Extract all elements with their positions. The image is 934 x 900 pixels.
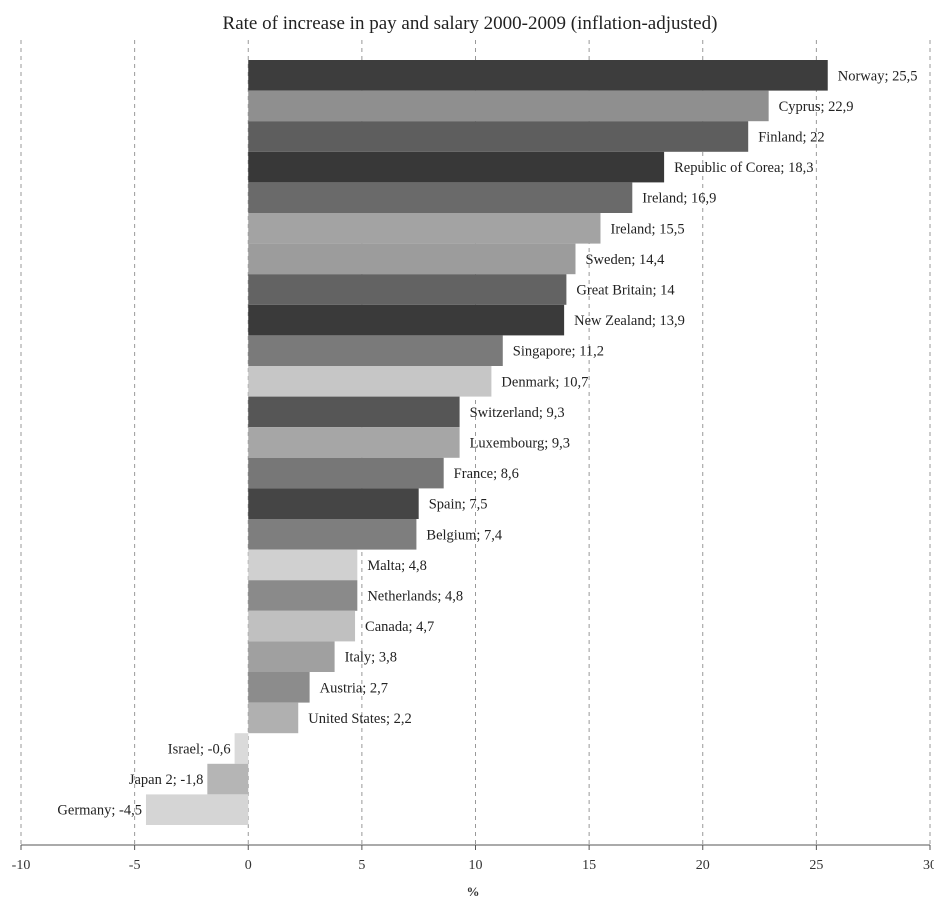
tick-label: 5 xyxy=(358,858,365,873)
bar-label: United States; 2,2 xyxy=(308,711,412,727)
bar xyxy=(248,457,444,489)
x-axis-ticks: -10 -5 0 5 10 15 20 25 30 xyxy=(12,845,934,873)
bar xyxy=(248,182,633,213)
bar xyxy=(248,519,417,550)
bar xyxy=(248,580,358,611)
bar-label: France; 8,6 xyxy=(454,466,519,482)
bar-label: Denmark; 10,7 xyxy=(501,374,588,390)
bar xyxy=(248,60,828,91)
bars xyxy=(145,60,828,825)
bar xyxy=(248,304,565,336)
bar xyxy=(248,151,665,183)
bar xyxy=(145,794,249,825)
bar-label: Italy; 3,8 xyxy=(345,650,397,666)
bar xyxy=(248,121,749,152)
bar xyxy=(248,213,601,244)
bar-label: Malta; 4,8 xyxy=(367,558,427,574)
bar xyxy=(234,733,249,764)
bar xyxy=(248,396,460,428)
x-axis-title: % xyxy=(467,884,480,899)
bar xyxy=(248,243,576,275)
bar-label: Switzerland; 9,3 xyxy=(470,405,565,421)
bar-label: New Zealand; 13,9 xyxy=(574,313,685,329)
tick-label: 15 xyxy=(582,858,596,873)
bar-label: Republic of Corea; 18,3 xyxy=(674,160,813,176)
bar-label: Ireland; 16,9 xyxy=(642,191,716,207)
bar xyxy=(248,672,310,703)
bar-label: Finland; 22 xyxy=(758,130,824,146)
bar xyxy=(248,702,299,734)
bar-labels: Norway; 25,5 Cyprus; 22,9 Finland; 22 Repub… xyxy=(57,68,917,818)
bar-label: Sweden; 14,4 xyxy=(585,252,665,268)
tick-label: -10 xyxy=(12,858,31,873)
chart-title: Rate of increase in pay and salary 2000-… xyxy=(223,13,718,34)
bar xyxy=(248,366,492,397)
tick-label: 30 xyxy=(923,858,934,873)
bar-label: Israel; -0,6 xyxy=(168,742,231,758)
bar-label: Germany; -4,5 xyxy=(57,803,142,819)
bar xyxy=(248,488,419,519)
bar-label: Cyprus; 22,9 xyxy=(779,99,854,115)
bar xyxy=(248,274,567,305)
bar-label: Austria; 2,7 xyxy=(320,680,388,696)
bar-label: Singapore; 11,2 xyxy=(513,344,604,360)
bar-label: Ireland; 15,5 xyxy=(610,221,684,237)
bar xyxy=(248,641,335,672)
bar xyxy=(248,610,356,642)
tick-label: 20 xyxy=(696,858,710,873)
bar xyxy=(248,90,769,122)
bar-label: Luxembourg; 9,3 xyxy=(470,436,570,452)
bar-label: Japan 2; -1,8 xyxy=(129,772,204,788)
bar xyxy=(248,427,460,458)
bar-label: Netherlands; 4,8 xyxy=(367,589,463,605)
bar-label: Canada; 4,7 xyxy=(365,619,434,635)
bar-label: Great Britain; 14 xyxy=(576,283,675,299)
bar xyxy=(248,335,503,366)
tick-label: 25 xyxy=(809,858,823,873)
bar xyxy=(248,549,358,581)
tick-label: 10 xyxy=(469,858,483,873)
bar-label: Norway; 25,5 xyxy=(838,68,918,84)
tick-label: 0 xyxy=(245,858,252,873)
bar-label: Belgium; 7,4 xyxy=(426,527,502,543)
tick-label: -5 xyxy=(129,858,141,873)
bar xyxy=(207,763,249,795)
bar-label: Spain; 7,5 xyxy=(429,497,488,513)
